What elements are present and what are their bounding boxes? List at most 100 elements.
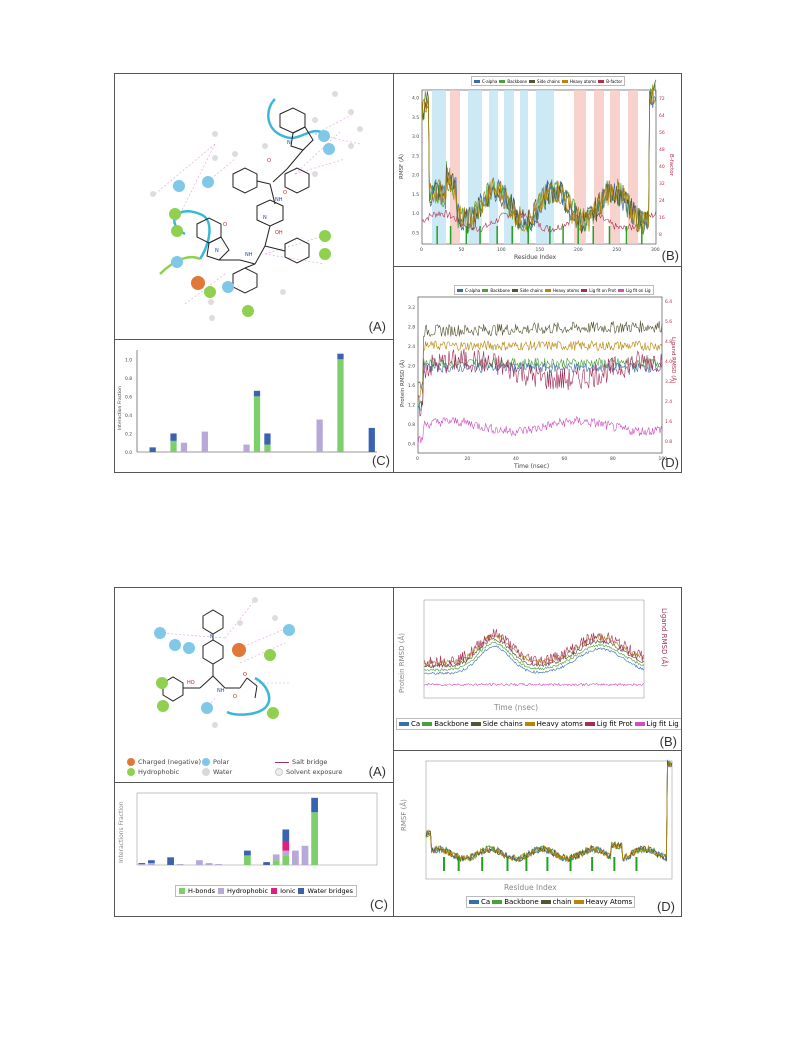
x-tick-label: 150 — [536, 247, 545, 253]
y2-tick-label: 6.4 — [665, 299, 672, 305]
bar-segment — [316, 419, 323, 452]
legend-text: Heavy atoms — [569, 78, 597, 84]
legend-swatch — [457, 288, 463, 292]
bar-segment — [264, 433, 271, 445]
y2-tick-label: 0.8 — [665, 439, 672, 445]
bar-segment — [196, 860, 203, 865]
y2-tick-label: 40 — [659, 164, 665, 170]
fig2-panel-b-legend: Ca Backbone Side chains Heavy atoms Lig … — [396, 718, 681, 730]
series-line — [417, 320, 663, 389]
legend-swatch — [598, 79, 605, 83]
bar-segment — [253, 396, 261, 452]
fig2-rmsd-plot: Time (nsec) Protein RMSD (Å) Ligand RMSD (… — [397, 599, 669, 712]
legend-dot — [127, 758, 135, 766]
y-tick-label: 3.0 — [412, 134, 419, 140]
bar-segment — [244, 855, 251, 865]
fig1-panel-b: C-alpha Backbone Side chains Heavy atoms… — [393, 73, 682, 268]
legend-text: Backbone — [507, 78, 528, 84]
y-tick-label: 1.6 — [408, 383, 415, 389]
y-axis-label: Interactions Fraction — [118, 801, 125, 863]
y-tick-label: 0.6 — [125, 394, 132, 400]
legend-text: Backbone — [434, 720, 469, 728]
bar-segment — [244, 850, 251, 856]
plot-frame — [136, 792, 378, 866]
fig2-ligand-diagram: N NH HO O O — [154, 597, 295, 728]
legend-text: C-alpha — [465, 287, 481, 293]
fig2-interaction-bars: Interactions Fraction — [118, 792, 378, 866]
bar-segment — [215, 864, 222, 865]
fig2-panel-c-label: (C) — [369, 897, 388, 912]
bar-segment — [170, 433, 177, 441]
svg-text:O: O — [243, 672, 247, 678]
legend-item: Polar — [202, 758, 229, 766]
bar-segment — [180, 442, 188, 452]
bar-segment — [138, 864, 146, 865]
bar-segment — [148, 863, 155, 865]
y-tick-label: 0.8 — [408, 422, 415, 428]
legend-text: B-factor — [606, 78, 623, 84]
x-tick-label: 40 — [513, 456, 519, 462]
series-line — [425, 760, 673, 863]
x-tick-label: 100 — [659, 456, 668, 462]
x-tick-label: 100 — [497, 247, 506, 253]
y2-tick-label: 64 — [659, 113, 665, 119]
series-line — [423, 628, 645, 668]
svg-text:NH: NH — [245, 252, 253, 258]
y-tick-label: 2.8 — [408, 324, 415, 330]
fig1-panel-d-legend: C-alpha Backbone Side chains Heavy atoms… — [454, 285, 654, 295]
legend-text: Lig fit on Prot — [589, 287, 616, 293]
fig1-panel-b-legend: C-alpha Backbone Side chains Heavy atoms… — [471, 76, 626, 86]
svg-text:O: O — [267, 158, 271, 164]
legend-text: Ca — [481, 898, 491, 906]
y-tick-label: 1.5 — [412, 192, 419, 198]
bar-segment — [272, 860, 280, 865]
y-axis-label: Protein RMSD (Å) — [399, 360, 406, 407]
fig1-panel-d: C-alpha Backbone Side chains Heavy atoms… — [393, 266, 682, 473]
series-line — [425, 760, 673, 863]
svg-text:OH: OH — [275, 230, 283, 236]
bar-segment — [205, 863, 213, 865]
bar-segment — [148, 860, 155, 864]
legend-text: Lig fit Prot — [596, 720, 633, 728]
sse-band — [628, 90, 638, 244]
plot-frame — [425, 760, 673, 880]
legend-dot — [202, 768, 210, 776]
legend-text: Side chains — [520, 287, 543, 293]
legend-text: chain — [552, 898, 572, 906]
svg-text:HO: HO — [187, 680, 195, 686]
legend-text: Polar — [213, 758, 230, 766]
y2-tick-label: 2.4 — [665, 399, 672, 405]
legend-swatch — [584, 722, 595, 726]
sse-band — [610, 90, 620, 244]
y-tick-label: 1.0 — [125, 357, 132, 363]
legend-swatch — [298, 888, 305, 894]
bar-segment — [292, 850, 299, 865]
y-axis-label: Protein RMSD (Å) — [397, 633, 406, 693]
svg-text:N: N — [263, 215, 267, 221]
svg-text:N: N — [287, 140, 291, 146]
series-line — [425, 760, 673, 863]
fig2-panel-b-label: (B) — [659, 734, 677, 749]
x-tick-label: 80 — [610, 456, 616, 462]
svg-text:O: O — [233, 694, 237, 700]
legend-swatch — [540, 900, 551, 904]
x-tick-label: 50 — [459, 247, 465, 253]
legend-text: Heavy atoms — [552, 287, 580, 293]
y-tick-label: 0.4 — [125, 413, 132, 419]
legend-swatch — [482, 288, 489, 292]
legend-text: Water bridges — [307, 887, 354, 895]
sse-band — [594, 90, 604, 244]
svg-text:O: O — [223, 222, 227, 228]
fig2-panel-a-label: (A) — [368, 764, 386, 779]
bar-segment — [176, 864, 184, 865]
legend-swatch — [561, 79, 568, 83]
bar-segment — [138, 863, 146, 865]
fig2-rmsf-plot: Residue Index RMSF (Å) — [399, 759, 673, 892]
fig1-panel-a: NH NH N N N O O O OH (A) — [114, 73, 395, 341]
fig1-panel-b-label: (B) — [661, 248, 679, 263]
bar-segment — [264, 444, 271, 452]
y-axis-label: RMSF (Å) — [399, 799, 408, 831]
legend-swatch — [544, 288, 551, 292]
y2-axis-label: B-factor — [668, 154, 674, 177]
y2-tick-label: 8 — [659, 232, 662, 238]
